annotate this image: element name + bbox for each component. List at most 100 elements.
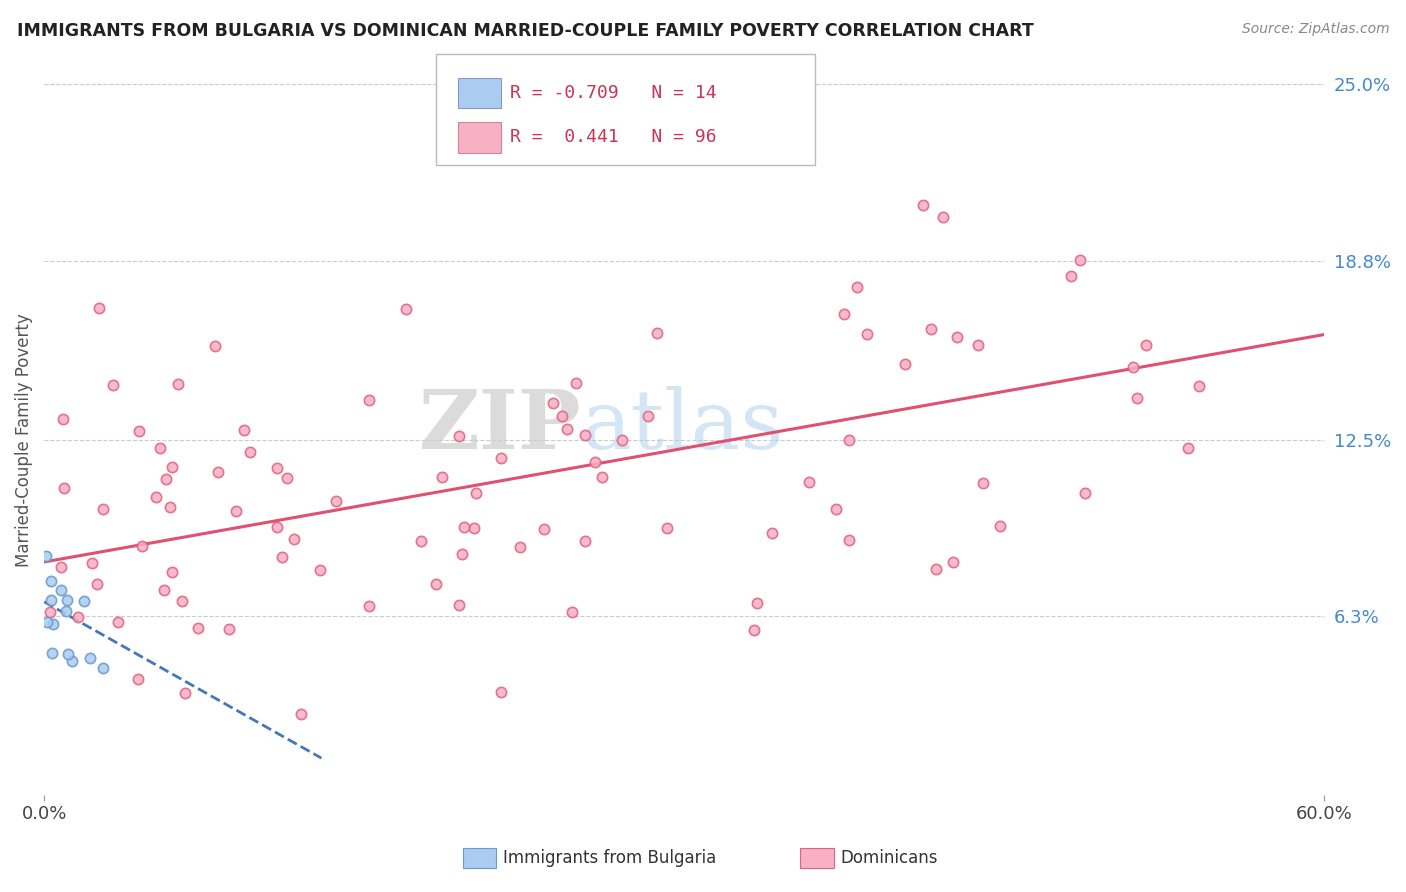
Point [574,534,596,549]
Point [35,615,58,629]
Point [232,423,254,437]
Point [574,428,596,442]
Point [925,562,948,576]
Point [271,549,294,564]
Point [204,339,226,353]
Point [463,521,485,535]
Point [239,445,262,459]
Point [290,707,312,722]
Point [41,646,63,660]
Point [561,606,583,620]
Point [207,465,229,479]
Point [359,392,381,407]
Point [946,330,969,344]
Text: IMMIGRANTS FROM BULGARIA VS DOMINICAN MARRIED-COUPLE FAMILY POVERTY CORRELATION : IMMIGRANTS FROM BULGARIA VS DOMINICAN MA… [17,22,1033,40]
Point [283,532,305,546]
Point [41,592,63,607]
Point [972,476,994,491]
Point [80,557,103,571]
Point [645,326,668,340]
Point [107,615,129,629]
Point [565,376,588,390]
Point [838,533,860,548]
Point [541,396,564,410]
Point [155,472,177,486]
Text: atlas: atlas [582,385,783,466]
Point [34,549,56,563]
Point [591,470,613,484]
Point [449,598,471,612]
Point [453,519,475,533]
Point [42,616,65,631]
Point [942,555,965,569]
Point [62,654,84,668]
Point [67,610,90,624]
Point [309,563,332,577]
Point [73,594,96,608]
Point [489,451,512,466]
Point [1125,391,1147,405]
Text: Immigrants from Bulgaria: Immigrants from Bulgaria [503,849,717,867]
Point [761,526,783,541]
Point [846,280,869,294]
Y-axis label: Married-Couple Family Poverty: Married-Couple Family Poverty [15,313,32,566]
Point [551,409,574,424]
Point [145,490,167,504]
Point [167,377,190,392]
Point [1060,269,1083,284]
Point [509,541,531,555]
Point [170,594,193,608]
Point [127,672,149,686]
Point [838,433,860,447]
Text: Source: ZipAtlas.com: Source: ZipAtlas.com [1241,22,1389,37]
Text: ZIP: ZIP [419,385,582,466]
Point [425,576,447,591]
Point [655,521,678,535]
Point [1177,441,1199,455]
Point [218,622,240,636]
Point [533,523,555,537]
Point [610,433,633,447]
Point [173,686,195,700]
Point [55,604,77,618]
Point [153,583,176,598]
Point [58,647,80,661]
Point [86,576,108,591]
Point [101,377,124,392]
Point [894,358,917,372]
Point [932,210,955,224]
Point [149,441,172,455]
Point [266,519,288,533]
Point [159,500,181,515]
Point [325,493,347,508]
Point [637,409,659,423]
Point [187,621,209,635]
Text: R =  0.441   N = 96: R = 0.441 N = 96 [510,128,717,146]
Point [276,471,298,485]
Point [447,428,470,442]
Point [988,519,1011,533]
Point [79,651,101,665]
Point [832,307,855,321]
Point [395,301,418,316]
Point [825,502,848,516]
Text: Dominicans: Dominicans [841,849,938,867]
Point [1074,485,1097,500]
Point [557,422,579,436]
Point [920,322,942,336]
Point [91,661,114,675]
Point [162,565,184,579]
Point [91,502,114,516]
Point [1135,338,1157,352]
Point [39,574,62,588]
Point [49,582,72,597]
Point [742,623,765,637]
Point [491,684,513,698]
Point [266,461,288,475]
Point [160,459,183,474]
Point [583,455,606,469]
Point [1188,379,1211,393]
Point [39,605,62,619]
Point [225,504,247,518]
Point [465,486,488,500]
